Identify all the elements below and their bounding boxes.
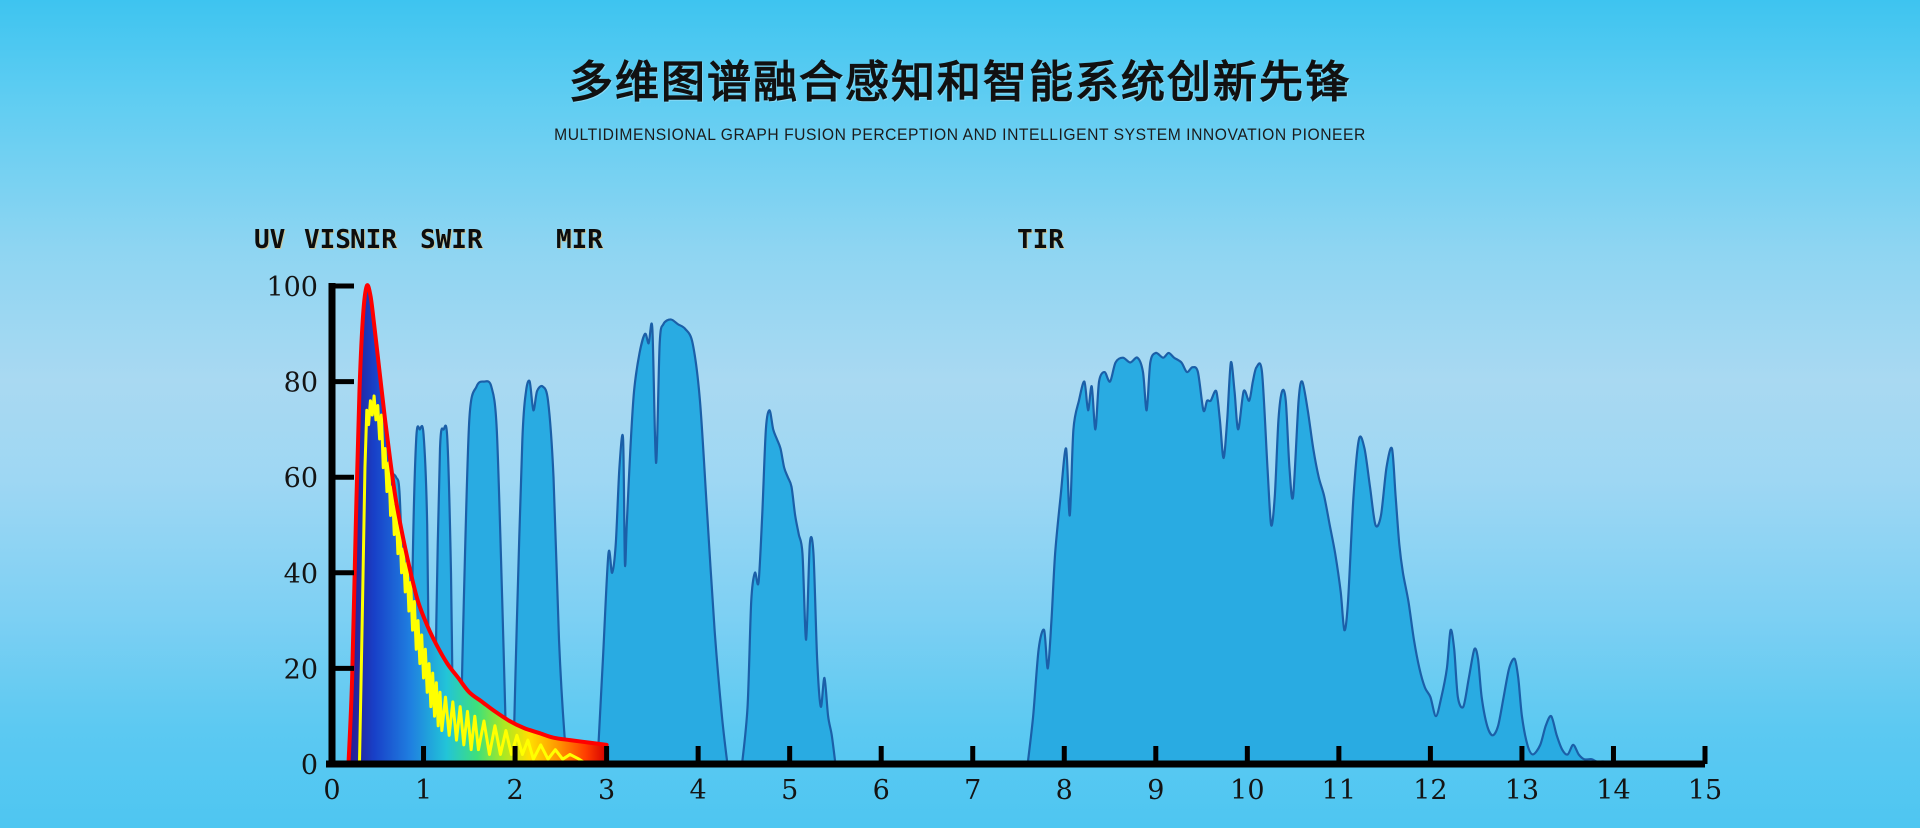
band-label-mir: MIR [556, 225, 603, 255]
measured-spectrum-line [357, 394, 588, 766]
x-axis-tick-label: 13 [1505, 775, 1539, 806]
x-axis-tick-label: 4 [690, 775, 707, 806]
y-axis-tick-label: 100 [266, 272, 318, 303]
x-axis-tick-label: 8 [1056, 775, 1073, 806]
x-axis-tick-label: 5 [781, 775, 798, 806]
x-axis-tick-label: 2 [506, 775, 523, 806]
band-label-nir: NIR [350, 225, 397, 255]
x-axis-tick-label: 11 [1322, 775, 1356, 806]
band-label-uv: UV [254, 225, 286, 255]
page-title: 多维图谱融合感知和智能系统创新先锋 [569, 57, 1351, 108]
y-axis-tick-label: 20 [284, 654, 318, 685]
page-subtitle: MULTIDIMENSIONAL GRAPH FUSION PERCEPTION… [554, 124, 1366, 144]
y-axis-tick-label: 80 [284, 368, 318, 399]
x-axis-tick-label: 0 [323, 775, 340, 806]
solar-irradiance-envelope-line [346, 283, 609, 766]
band-label-tir: TIR [1017, 225, 1064, 255]
x-axis-tick-label: 3 [598, 775, 615, 806]
x-axis-tick-label: 15 [1688, 775, 1722, 806]
x-axis-tick-label: 7 [964, 775, 981, 806]
band-label-vis: VIS [304, 225, 351, 255]
y-axis-tick-label: 60 [284, 463, 318, 494]
y-axis-tick-label: 0 [301, 750, 318, 781]
x-axis-tick-label: 14 [1596, 775, 1630, 806]
x-axis-tick-label: 1 [415, 775, 432, 806]
atmospheric-transmission-area [358, 318, 1611, 766]
y-axis-tick-label: 40 [284, 559, 318, 590]
x-axis-tick-label: 10 [1230, 775, 1264, 806]
band-label-swir: SWIR [420, 225, 483, 255]
x-axis-tick-label: 12 [1413, 775, 1447, 806]
x-axis-tick-label: 6 [873, 775, 890, 806]
poster-header: 多维图谱融合感知和智能系统创新先锋 MULTIDIMENSIONAL GRAPH… [0, 0, 1920, 145]
x-axis-tick-label: 9 [1147, 775, 1164, 806]
